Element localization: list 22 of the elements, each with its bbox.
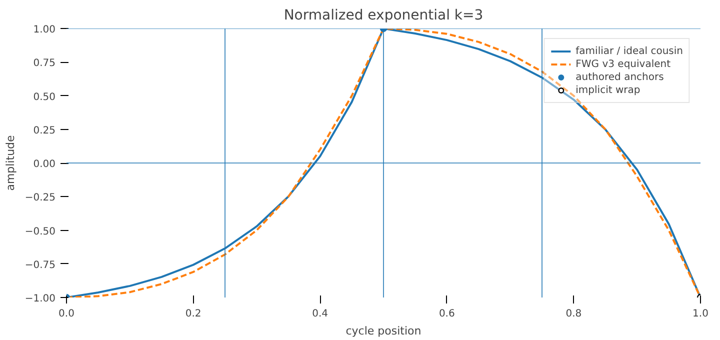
y-tick-label: −0.25 <box>24 192 56 204</box>
y-tick-label: 0.25 <box>33 125 56 136</box>
y-tick-label: 0.50 <box>33 92 56 103</box>
legend-label: familiar / ideal cousin <box>576 46 683 56</box>
x-tick-label: 0.0 <box>58 308 74 320</box>
y-tick-label: 0.75 <box>33 58 56 70</box>
y-tick-label: 0.00 <box>33 159 56 170</box>
y-tick-label: −0.50 <box>24 226 56 238</box>
legend-label: authored anchors <box>576 72 664 82</box>
chart-title: Normalized exponential k=3 <box>284 8 484 24</box>
x-tick-label: 0.2 <box>185 308 202 320</box>
y-tick-label: 1.00 <box>33 24 56 36</box>
legend-label: implicit wrap <box>576 84 640 96</box>
x-tick-label: 0.8 <box>566 308 582 320</box>
x-tick-label: 0.4 <box>312 308 328 320</box>
x-tick-label: 1.0 <box>692 308 708 320</box>
x-tick-label: 0.6 <box>438 308 455 320</box>
legend-label: FWG v3 equivalent <box>576 58 671 70</box>
y-tick-label: −1.00 <box>24 294 56 304</box>
y-axis-title: amplitude <box>4 134 17 191</box>
x-axis-title: cycle position <box>346 324 422 338</box>
y-tick-label: −0.75 <box>24 260 56 271</box>
